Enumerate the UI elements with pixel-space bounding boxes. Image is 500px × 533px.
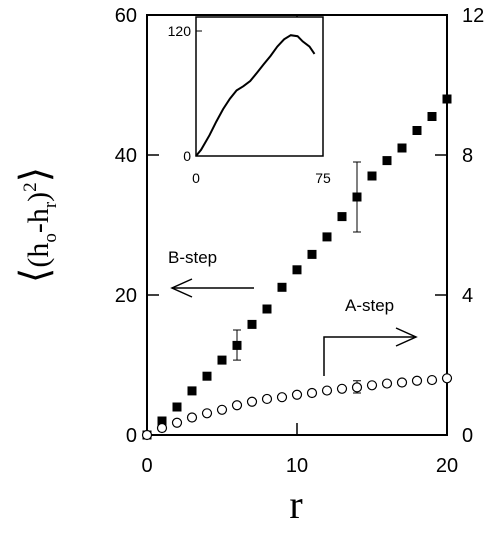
a-step-point (306, 387, 318, 399)
inset-chart: 0 75 0 120 (168, 16, 331, 186)
a-step-point (426, 374, 438, 386)
b-step-point (337, 212, 347, 222)
b-step-point (247, 319, 257, 329)
x-tick-label: 0 (141, 455, 152, 477)
inset-x-tick-label: 75 (315, 170, 331, 186)
y-tick-label-left: 40 (115, 145, 137, 167)
b-step-label: B-step (168, 248, 217, 267)
x-tick-label: 20 (436, 455, 458, 477)
b-step-point (322, 232, 332, 242)
a-step-point (291, 389, 303, 400)
b-step-point (382, 156, 392, 166)
a-step-point (216, 404, 228, 415)
b-step-point (232, 340, 242, 350)
x-axis-label: r (289, 482, 302, 527)
a-step-point (276, 392, 288, 403)
inset-axis-ticks: 0 75 0 120 (168, 23, 331, 186)
a-step-point (411, 375, 423, 386)
b-step-point (367, 171, 377, 181)
a-step-point (396, 377, 408, 388)
a-step-point (186, 412, 198, 423)
inset-y-tick-label: 120 (168, 23, 192, 39)
a-step-point (351, 382, 363, 393)
b-step-point (277, 282, 287, 292)
inset-y-tick-label: 0 (183, 148, 191, 164)
b-step-point (157, 416, 167, 426)
b-step-point (172, 402, 182, 412)
b-step-point (262, 304, 272, 314)
x-tick-label: 10 (286, 455, 308, 477)
a-step-point (441, 373, 453, 384)
a-step-point (141, 429, 153, 441)
ylabel-open: ⟨ (12, 268, 57, 284)
b-step-point (412, 126, 422, 135)
a-step-point (171, 417, 183, 428)
a-step-point (321, 385, 333, 396)
y-tick-label-right: 4 (462, 285, 473, 307)
y-tick-label-right: 8 (462, 145, 473, 167)
ylabel-sub-o: o (40, 233, 61, 243)
ylabel-middle: -h (22, 208, 55, 233)
y-tick-label-right: 12 (462, 5, 484, 27)
b-step-point (442, 94, 452, 104)
b-step-point (217, 355, 227, 365)
b-step-arrow-head (170, 278, 193, 298)
a-step-point (231, 400, 243, 411)
a-step-point (366, 380, 378, 391)
b-step-annotation: B-step (168, 248, 254, 298)
b-step-point (187, 386, 197, 396)
inset-x-tick-label: 0 (192, 170, 200, 186)
a-step-point (336, 383, 348, 394)
a-step-arrow-head (395, 327, 418, 347)
y-tick-label-left: 20 (115, 285, 137, 307)
a-step-point (261, 393, 273, 405)
ylabel-sub-r: r (40, 201, 61, 208)
a-step-point (246, 396, 258, 407)
a-step-point (201, 408, 213, 419)
y-tick-label-left: 60 (115, 5, 137, 27)
b-step-point (307, 249, 317, 259)
series-a-step (141, 373, 453, 441)
a-step-annotation: A-step (323, 296, 418, 376)
b-step-point (352, 192, 362, 202)
y-axis-label: ⟨(ho-hr)2⟩ (12, 167, 61, 284)
ylabel-right: ) (22, 192, 55, 202)
b-step-point (397, 143, 407, 153)
a-step-point (156, 422, 168, 434)
b-step-point (292, 265, 302, 275)
series-b-step (142, 94, 452, 440)
b-step-point (202, 371, 212, 381)
ylabel-left: (h (22, 243, 55, 268)
a-step-point (381, 378, 393, 389)
ylabel-sup: 2 (20, 182, 41, 192)
a-step-arrow-line (323, 336, 416, 376)
ylabel-close: ⟩ (12, 167, 57, 183)
inset-curve (195, 34, 316, 157)
y-tick-label-right: 0 (462, 425, 473, 447)
b-step-point (427, 112, 437, 121)
inset-frame (195, 16, 324, 157)
y-tick-label-left: 0 (126, 425, 137, 447)
error-bars (233, 161, 361, 394)
a-step-label: A-step (345, 296, 394, 315)
svg-text:⟨(ho-hr)2⟩: ⟨(ho-hr)2⟩ (12, 167, 61, 284)
